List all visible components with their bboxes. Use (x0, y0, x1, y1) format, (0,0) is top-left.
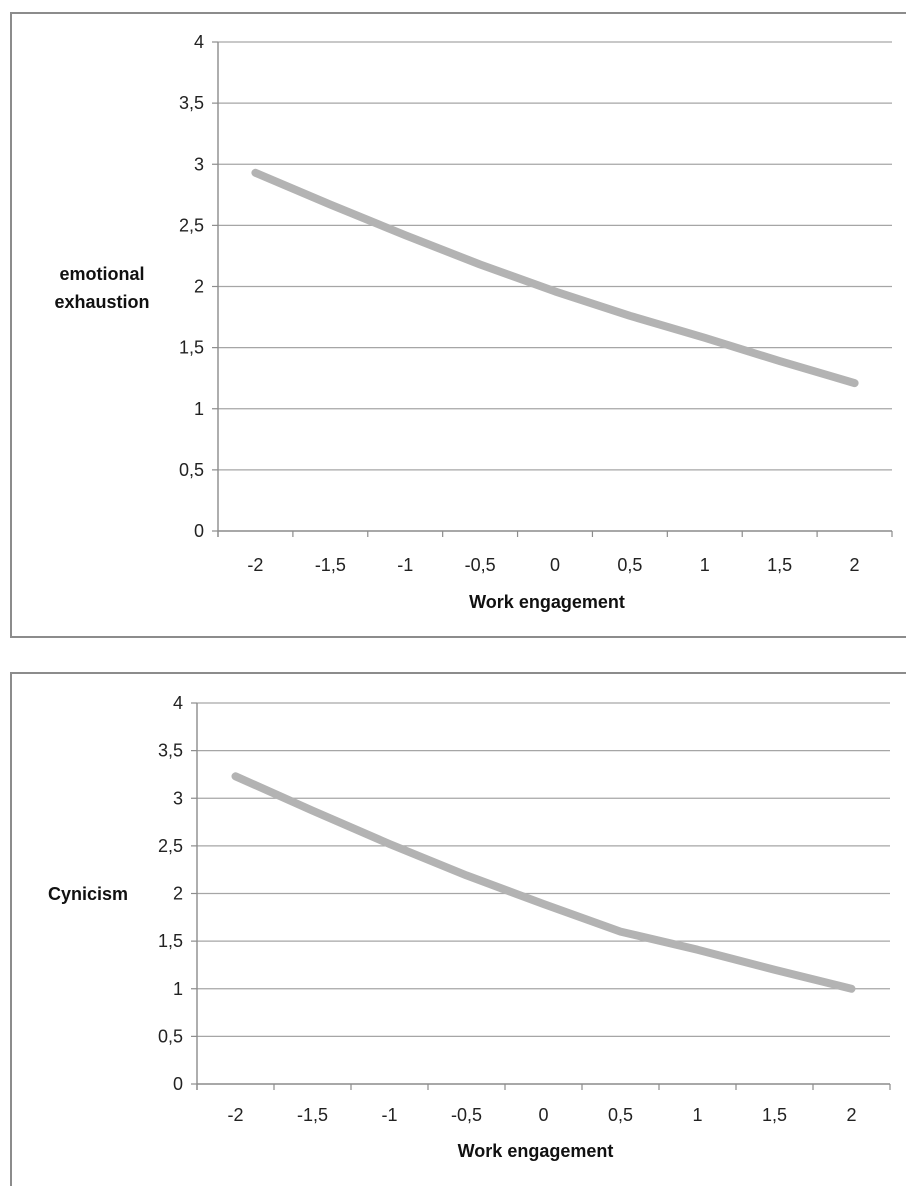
series-line (255, 173, 854, 383)
y-axis-title: Cynicism (48, 884, 128, 904)
x-tick-label: 0,5 (608, 1105, 633, 1125)
x-tick-label: -2 (247, 555, 263, 575)
chart-panel-cynicism: 0 0,5 1 1,5 2 2,5 3 3,5 4 -2 -1,5 -1 -0,5 0 0,5 1 1,5 2 Wo… (10, 672, 906, 1186)
y-tick-label: 2 (173, 884, 183, 904)
x-tick-label: 2 (846, 1105, 856, 1125)
y-axis-title: emotional (59, 264, 144, 284)
y-tick-label: 2,5 (158, 836, 183, 856)
x-tick-label: 0 (550, 555, 560, 575)
y-tick-label: 1,5 (158, 931, 183, 951)
x-tick-label: 1 (700, 555, 710, 575)
y-tick-label: 0 (194, 521, 204, 541)
y-tick-label: 0,5 (158, 1026, 183, 1046)
y-tick-label: 1,5 (179, 338, 204, 358)
x-tick-label: 2 (850, 555, 860, 575)
y-tick-label: 1 (173, 979, 183, 999)
x-axis-title: Work engagement (469, 592, 625, 612)
x-tick-label: -1,5 (297, 1105, 328, 1125)
y-tick-label: 3,5 (158, 741, 183, 761)
y-axis-title: exhaustion (54, 292, 149, 312)
y-tick-label: 4 (194, 32, 204, 52)
y-tick-label: 3 (194, 154, 204, 174)
x-tick-label: -1 (397, 555, 413, 575)
x-tick-label: -1,5 (315, 555, 346, 575)
chart-emotional-exhaustion: 0 0,5 1 1,5 2 2,5 3 3,5 4 -2 -1,5 -1 -0,5 0 0,5 1 1,5 2 Wo… (12, 14, 906, 640)
y-tick-label: 4 (173, 693, 183, 713)
x-axis-title: Work engagement (458, 1141, 614, 1161)
chart-panel-emotional-exhaustion: 0 0,5 1 1,5 2 2,5 3 3,5 4 -2 -1,5 -1 -0,5 0 0,5 1 1,5 2 Wo… (10, 12, 906, 638)
x-tick-label: 1,5 (762, 1105, 787, 1125)
chart-cynicism: 0 0,5 1 1,5 2 2,5 3 3,5 4 -2 -1,5 -1 -0,5 0 0,5 1 1,5 2 Wo… (12, 674, 906, 1188)
y-tick-label: 0,5 (179, 460, 204, 480)
x-tick-label: -0,5 (465, 555, 496, 575)
y-tick-label: 0 (173, 1074, 183, 1094)
y-tick-label: 3 (173, 788, 183, 808)
x-tick-label: -2 (227, 1105, 243, 1125)
y-tick-label: 2,5 (179, 215, 204, 235)
y-tick-label: 3,5 (179, 93, 204, 113)
series-line (236, 776, 852, 989)
y-tick-label: 1 (194, 399, 204, 419)
y-tick-label: 2 (194, 277, 204, 297)
x-tick-label: 1,5 (767, 555, 792, 575)
x-tick-label: -0,5 (451, 1105, 482, 1125)
x-tick-label: 0 (538, 1105, 548, 1125)
x-tick-label: -1 (381, 1105, 397, 1125)
x-tick-label: 1 (692, 1105, 702, 1125)
x-tick-label: 0,5 (617, 555, 642, 575)
